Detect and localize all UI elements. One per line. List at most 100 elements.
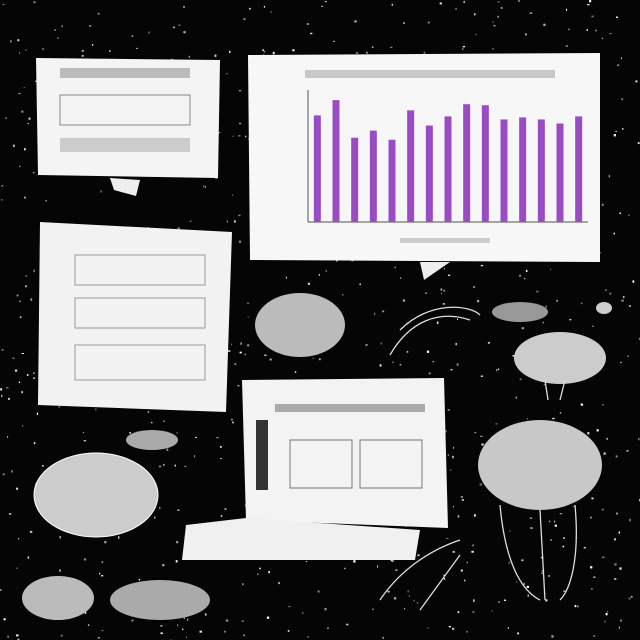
- star: [456, 363, 459, 366]
- star: [7, 397, 10, 400]
- star: [442, 303, 445, 305]
- star: [220, 514, 223, 518]
- star: [109, 49, 111, 52]
- star: [614, 563, 617, 566]
- star: [3, 618, 6, 621]
- star: [452, 550, 455, 553]
- star: [231, 418, 233, 421]
- star: [515, 396, 517, 399]
- star: [591, 15, 594, 18]
- star: [613, 133, 616, 137]
- star: [428, 372, 431, 375]
- star: [10, 40, 12, 43]
- star: [426, 350, 430, 353]
- star: [101, 630, 104, 632]
- star: [565, 8, 568, 11]
- star: [154, 516, 156, 519]
- star: [545, 599, 548, 602]
- star: [317, 590, 320, 593]
- star: [590, 516, 592, 519]
- star: [243, 18, 246, 20]
- star: [619, 361, 623, 364]
- star: [391, 560, 394, 563]
- star: [526, 418, 528, 420]
- star: [529, 517, 533, 519]
- star: [7, 635, 9, 638]
- star: [238, 135, 241, 137]
- star: [399, 363, 402, 366]
- star: [232, 135, 234, 137]
- star: [609, 33, 612, 35]
- star: [17, 638, 20, 640]
- star: [359, 283, 361, 286]
- star: [440, 292, 443, 294]
- star: [150, 422, 153, 424]
- star: [175, 560, 178, 563]
- star: [270, 11, 273, 13]
- star: [390, 559, 392, 562]
- star: [593, 576, 596, 578]
- star: [400, 277, 402, 279]
- star: [83, 558, 87, 561]
- star: [586, 29, 588, 31]
- star: [193, 455, 196, 458]
- star: [447, 409, 450, 411]
- star: [443, 574, 445, 576]
- star: [199, 630, 202, 633]
- star: [559, 513, 563, 515]
- star: [16, 567, 19, 569]
- star: [27, 556, 30, 559]
- star: [475, 33, 477, 36]
- star: [524, 278, 526, 280]
- star: [615, 512, 618, 515]
- star: [613, 232, 615, 235]
- star: [627, 355, 629, 357]
- star: [240, 342, 242, 345]
- bar: [556, 123, 564, 222]
- star: [583, 546, 586, 549]
- star: [320, 5, 324, 7]
- paper: [182, 378, 448, 560]
- star: [620, 619, 622, 622]
- star: [460, 569, 463, 572]
- star: [237, 384, 240, 387]
- star: [226, 220, 228, 223]
- star: [0, 199, 3, 201]
- star: [182, 628, 184, 631]
- star: [22, 425, 24, 427]
- star: [33, 442, 36, 445]
- star: [178, 24, 181, 26]
- star: [413, 599, 415, 602]
- star: [395, 569, 398, 571]
- star: [97, 12, 100, 15]
- star: [278, 582, 280, 585]
- star: [243, 634, 246, 637]
- star: [565, 45, 568, 48]
- star: [307, 282, 311, 285]
- star: [480, 375, 483, 378]
- star: [567, 28, 570, 31]
- star: [619, 567, 622, 570]
- star: [247, 302, 250, 305]
- star: [439, 2, 442, 5]
- star: [33, 372, 35, 374]
- star: [174, 464, 177, 467]
- star: [16, 294, 19, 297]
- star: [394, 266, 396, 269]
- star: [0, 388, 3, 391]
- star: [220, 446, 222, 448]
- star: [455, 8, 457, 10]
- star: [61, 25, 63, 28]
- star: [19, 300, 21, 302]
- star: [183, 31, 186, 34]
- star: [269, 358, 272, 361]
- star: [81, 49, 85, 52]
- star: [305, 561, 308, 563]
- star: [324, 1, 327, 3]
- star: [18, 538, 20, 540]
- star: [498, 601, 500, 603]
- star: [162, 564, 165, 567]
- star: [242, 583, 244, 586]
- star: [628, 214, 630, 217]
